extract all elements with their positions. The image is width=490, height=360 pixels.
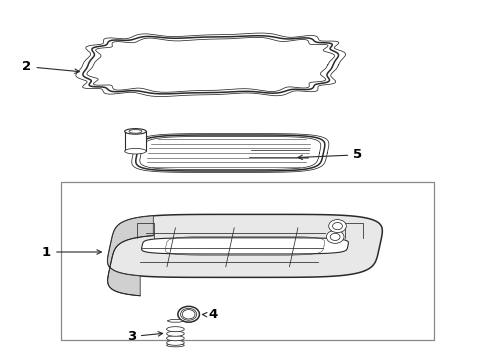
Ellipse shape bbox=[124, 148, 146, 154]
Polygon shape bbox=[124, 131, 146, 151]
Text: 4: 4 bbox=[202, 309, 218, 321]
Polygon shape bbox=[167, 320, 184, 322]
Ellipse shape bbox=[167, 336, 184, 341]
Text: 2: 2 bbox=[23, 60, 79, 73]
Polygon shape bbox=[108, 216, 153, 296]
Ellipse shape bbox=[167, 331, 184, 336]
Ellipse shape bbox=[167, 327, 184, 332]
Text: 1: 1 bbox=[42, 246, 101, 258]
Text: 5: 5 bbox=[298, 148, 362, 161]
Polygon shape bbox=[136, 135, 325, 171]
Ellipse shape bbox=[124, 129, 146, 134]
Circle shape bbox=[178, 306, 199, 322]
Ellipse shape bbox=[167, 340, 184, 345]
Circle shape bbox=[329, 220, 346, 233]
Polygon shape bbox=[142, 238, 348, 254]
Polygon shape bbox=[83, 36, 339, 94]
Circle shape bbox=[326, 230, 344, 243]
Circle shape bbox=[182, 310, 195, 319]
Bar bbox=[61, 182, 434, 340]
Ellipse shape bbox=[167, 344, 184, 347]
Text: 3: 3 bbox=[127, 330, 163, 343]
Polygon shape bbox=[108, 215, 382, 277]
